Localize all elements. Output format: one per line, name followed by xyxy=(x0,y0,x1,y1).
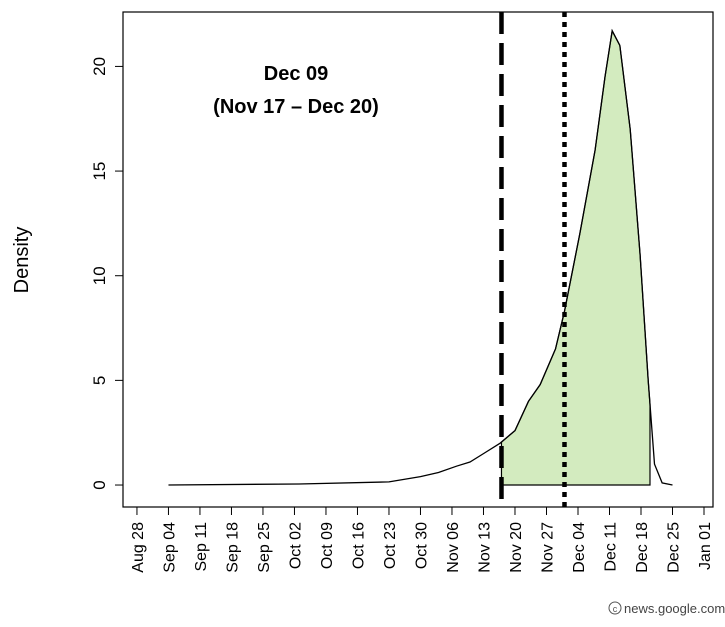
x-tick-label: Dec 25 xyxy=(665,522,682,573)
watermark-icon: c xyxy=(608,601,622,615)
x-tick-label: Jan 01 xyxy=(697,522,714,570)
y-tick-label: 20 xyxy=(90,57,109,76)
x-tick-label: Oct 23 xyxy=(382,522,399,569)
x-tick-label: Oct 02 xyxy=(287,522,304,569)
annotation: (Nov 17 – Dec 20) xyxy=(213,96,379,118)
x-tick-label: Dec 04 xyxy=(571,522,588,573)
x-tick-label: Nov 06 xyxy=(445,522,462,573)
x-tick-label: Dec 18 xyxy=(634,522,651,573)
x-tick-label: Sep 04 xyxy=(161,522,178,573)
y-tick-label: 0 xyxy=(90,480,109,489)
y-tick-label: 15 xyxy=(90,162,109,181)
x-tick-label: Oct 09 xyxy=(319,522,336,569)
svg-text:c: c xyxy=(613,604,618,614)
x-tick-label: Nov 20 xyxy=(508,522,525,573)
x-tick-label: Oct 16 xyxy=(350,522,367,569)
x-tick-label: Sep 25 xyxy=(256,522,273,573)
x-tick-label: Nov 13 xyxy=(476,522,493,573)
x-tick-label: Sep 18 xyxy=(224,522,241,573)
annotation: Dec 09 xyxy=(264,63,329,85)
x-tick-label: Nov 27 xyxy=(539,522,556,573)
y-tick-label: 10 xyxy=(90,266,109,285)
x-tick-label: Oct 30 xyxy=(413,522,430,569)
watermark: news.google.com xyxy=(624,601,725,616)
y-axis-label: Density xyxy=(11,227,33,294)
y-tick-label: 5 xyxy=(90,376,109,385)
density-line xyxy=(168,28,673,486)
x-tick-label: Aug 28 xyxy=(130,522,147,573)
x-tick-label: Dec 11 xyxy=(602,522,619,572)
x-tick-label: Sep 11 xyxy=(193,522,210,572)
shaded-interval xyxy=(500,28,651,486)
